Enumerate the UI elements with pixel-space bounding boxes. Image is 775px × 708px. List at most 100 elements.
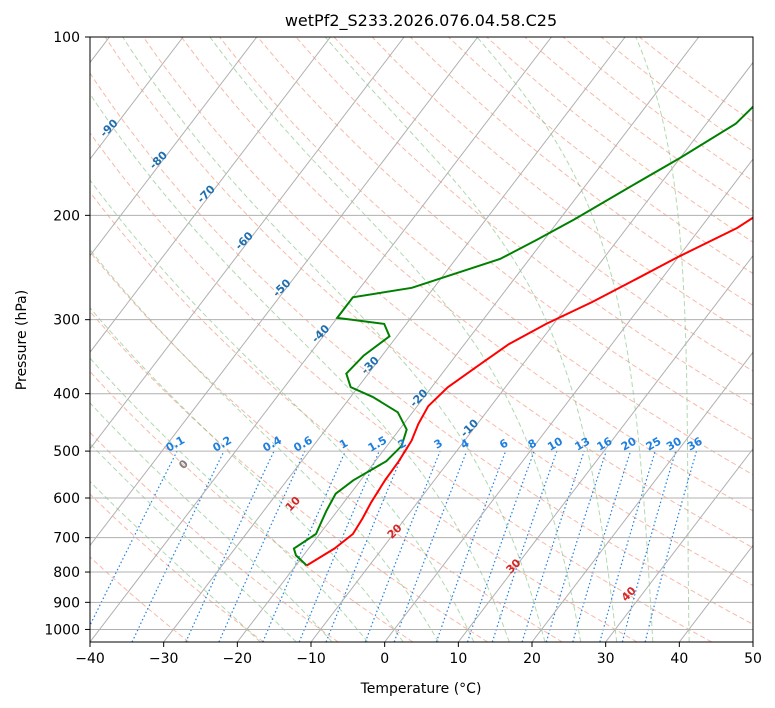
moist-adiabat-line bbox=[90, 480, 261, 642]
mixing-ratio-line bbox=[521, 450, 585, 642]
isotherm-line bbox=[531, 351, 753, 642]
y-tick-label: 1000 bbox=[44, 622, 80, 638]
mixing-ratio-line bbox=[131, 450, 225, 642]
dry-adiabat-line bbox=[104, 37, 753, 587]
mixing-ratio-line bbox=[393, 450, 468, 642]
dry-adiabat-label: -70 bbox=[195, 182, 218, 205]
dry-adiabat-line bbox=[90, 370, 414, 642]
x-tick-label: 10 bbox=[449, 651, 467, 667]
mixing-ratio-label: 3 bbox=[432, 437, 445, 452]
isobars bbox=[90, 37, 753, 630]
isotherm-line bbox=[163, 37, 626, 642]
x-tick-label: 20 bbox=[523, 651, 541, 667]
plot-area: 0.1 0.2 0.4 0.6 1 1.5 2 3 4 6 8 10 13 16 20 25 30 36-100-… bbox=[44, 37, 753, 642]
y-axis-label: Pressure (hPa) bbox=[14, 290, 30, 390]
dry-adiabat-label: 40 bbox=[619, 584, 639, 604]
moist-adiabats bbox=[90, 37, 690, 642]
x-tick-label: 0 bbox=[380, 651, 389, 667]
mixing-ratio-label: 8 bbox=[526, 437, 539, 452]
isotherm-line bbox=[752, 641, 753, 642]
dry-adiabat-line bbox=[181, 37, 753, 512]
dry-adiabat-line bbox=[409, 37, 753, 306]
dry-adiabat-line bbox=[90, 72, 753, 625]
y-tick-label: 600 bbox=[53, 491, 80, 507]
y-tick-label: 400 bbox=[53, 387, 80, 403]
moist-adiabat-line bbox=[90, 307, 404, 642]
isotherm-line bbox=[236, 37, 700, 642]
x-tick-label: −10 bbox=[296, 651, 326, 667]
dry-adiabat-line bbox=[371, 37, 753, 339]
x-tick-label: 40 bbox=[670, 651, 688, 667]
mixing-ratio-line bbox=[435, 450, 507, 642]
moist-adiabat-line bbox=[122, 37, 546, 642]
mixing-ratio-line bbox=[325, 450, 405, 642]
plot-frame bbox=[89, 36, 754, 643]
dry-adiabat-line bbox=[295, 37, 753, 406]
chart-title: wetPf2_S233.2026.076.04.58.C25 bbox=[285, 11, 557, 31]
isotherm-line bbox=[457, 254, 753, 642]
isotherm-line bbox=[384, 158, 753, 642]
isotherm-line bbox=[90, 37, 552, 642]
y-tick-label: 700 bbox=[53, 531, 80, 547]
x-tick-label: −40 bbox=[75, 651, 105, 667]
mixing-ratio-line bbox=[262, 450, 346, 642]
dry-adiabat-line bbox=[90, 310, 488, 642]
y-axis-ticks: 100 200 300 400 500 600 700 800 900 1000 bbox=[44, 30, 90, 638]
y-tick-label: 800 bbox=[53, 565, 80, 581]
isotherm-line bbox=[310, 61, 753, 642]
mixing-ratio-line bbox=[572, 450, 632, 642]
dry-adiabat-label: 30 bbox=[504, 556, 524, 576]
x-tick-label: −30 bbox=[149, 651, 179, 667]
line-labels: 0.1 0.2 0.4 0.6 1 1.5 2 3 4 6 8 10 13 16 20 25 30 36-100-… bbox=[44, 83, 704, 604]
mixing-ratio-line bbox=[218, 450, 306, 642]
x-axis-ticks: −40 −30 −20 −10 0 10 20 30 40 50 bbox=[75, 642, 762, 667]
dry-adiabat-line bbox=[333, 37, 753, 372]
dry-adiabat-line bbox=[257, 37, 753, 441]
dry-adiabat-line bbox=[90, 191, 638, 642]
isotherm-line bbox=[90, 37, 331, 354]
mixing-ratio-line bbox=[545, 450, 607, 642]
dewpoint-profile bbox=[292, 105, 753, 567]
moist-adiabat-line bbox=[90, 179, 475, 642]
isotherm-line bbox=[90, 37, 184, 160]
y-tick-label: 100 bbox=[53, 30, 80, 46]
x-tick-label: 30 bbox=[597, 651, 615, 667]
dry-adiabat-line bbox=[90, 493, 264, 642]
x-tick-label: 50 bbox=[744, 651, 762, 667]
dry-adiabat-line bbox=[90, 556, 190, 642]
isotherm-line bbox=[678, 544, 753, 642]
mixing-ratio-label: 6 bbox=[497, 436, 510, 451]
moist-adiabat-line bbox=[635, 37, 690, 642]
dry-adiabat-label: -50 bbox=[270, 276, 293, 299]
dry-adiabat-line bbox=[90, 251, 563, 642]
mixing-ratio-line bbox=[599, 450, 656, 642]
dry-adiabat-label: -90 bbox=[97, 116, 120, 139]
moist-adiabat-line bbox=[90, 93, 510, 642]
moist-adiabat-line bbox=[90, 402, 333, 642]
isotherms bbox=[90, 37, 753, 642]
dry-adiabat-label: -60 bbox=[233, 229, 256, 252]
y-tick-label: 900 bbox=[53, 595, 80, 611]
isotherm-line bbox=[605, 448, 753, 642]
dry-adiabat-label: 20 bbox=[385, 521, 405, 541]
mixing-ratio-line bbox=[298, 450, 380, 642]
y-tick-label: 200 bbox=[53, 208, 80, 224]
isotherm-line bbox=[90, 37, 258, 257]
dry-adiabat-line bbox=[638, 37, 753, 123]
moist-adiabat-line bbox=[476, 37, 654, 642]
moist-adiabat-line bbox=[209, 37, 582, 642]
moist-adiabat-line bbox=[90, 248, 439, 642]
mixing-ratio-line bbox=[364, 450, 441, 642]
x-tick-label: −20 bbox=[223, 651, 253, 667]
dry-adiabat-label: -10 bbox=[458, 416, 481, 439]
dry-adiabat-line bbox=[486, 37, 753, 243]
isotherm-line bbox=[90, 37, 405, 450]
x-axis-label: Temperature (°C) bbox=[360, 681, 482, 697]
dry-adiabat-label: -80 bbox=[147, 148, 170, 171]
dry-adiabat-label: -100 bbox=[44, 83, 73, 112]
mixing-ratio-line bbox=[491, 450, 558, 642]
dry-adiabat-line bbox=[90, 431, 339, 642]
mixing-ratio-line bbox=[466, 450, 535, 642]
mixing-ratio-line bbox=[621, 450, 677, 642]
